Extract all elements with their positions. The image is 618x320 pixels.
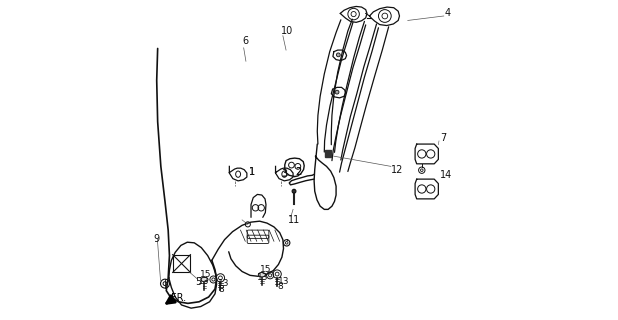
Bar bbox=[325, 150, 331, 157]
Ellipse shape bbox=[201, 277, 208, 282]
Text: 2: 2 bbox=[295, 167, 302, 177]
Text: 4: 4 bbox=[445, 8, 451, 18]
Text: 13: 13 bbox=[277, 276, 289, 285]
Text: 14: 14 bbox=[440, 170, 452, 180]
Circle shape bbox=[292, 189, 296, 193]
Text: 6: 6 bbox=[243, 36, 249, 46]
Text: 5: 5 bbox=[195, 277, 201, 287]
Bar bbox=[172, 255, 190, 272]
Text: 15: 15 bbox=[260, 265, 271, 275]
Text: 13: 13 bbox=[218, 279, 229, 288]
Text: 11: 11 bbox=[287, 215, 300, 225]
Text: 10: 10 bbox=[281, 26, 293, 36]
Text: 7: 7 bbox=[440, 133, 447, 143]
Text: 1: 1 bbox=[250, 167, 256, 177]
Text: 8: 8 bbox=[277, 282, 284, 291]
Ellipse shape bbox=[258, 272, 265, 277]
Text: 9: 9 bbox=[153, 234, 159, 244]
Text: 3: 3 bbox=[281, 169, 287, 179]
Circle shape bbox=[336, 53, 341, 57]
Text: 8: 8 bbox=[218, 284, 224, 293]
Text: 12: 12 bbox=[391, 164, 404, 174]
Text: 15: 15 bbox=[200, 269, 211, 279]
Text: 13: 13 bbox=[198, 276, 209, 285]
Circle shape bbox=[335, 90, 339, 94]
Text: 2: 2 bbox=[295, 167, 302, 177]
Text: 13: 13 bbox=[257, 273, 269, 282]
Text: 1: 1 bbox=[250, 167, 256, 177]
Text: FR.: FR. bbox=[171, 293, 187, 303]
